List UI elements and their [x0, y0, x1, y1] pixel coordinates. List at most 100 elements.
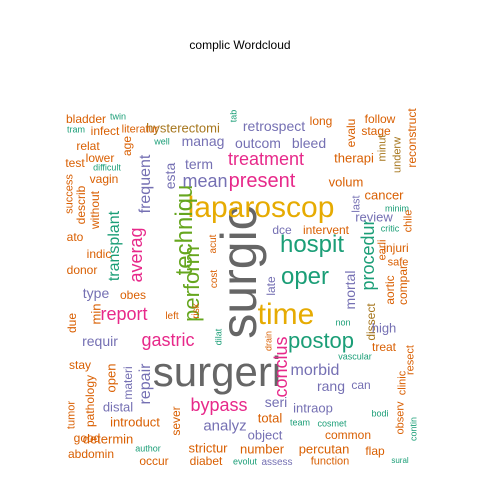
word-obes: obes: [119, 288, 147, 302]
word-follow: follow: [364, 112, 396, 126]
word-present: present: [228, 170, 296, 192]
word-outcom: outcom: [235, 135, 281, 151]
word-conclus: conclus: [271, 336, 291, 398]
word-cost: cost: [209, 269, 220, 289]
word-bleed: bleed: [291, 135, 327, 151]
word-tab: tab: [228, 109, 239, 123]
word-left: left: [165, 311, 179, 322]
word-number: number: [239, 441, 285, 457]
word-hospit: hospit: [279, 231, 345, 258]
word-aortic: aortic: [383, 275, 397, 305]
word-morbid: morbid: [290, 362, 340, 379]
word-treat: treat: [371, 340, 397, 354]
word-donor: donor: [66, 263, 98, 277]
word-high: high: [371, 320, 397, 336]
word-object: object: [247, 427, 283, 443]
word-can: can: [351, 378, 371, 392]
word-mean: mean: [182, 171, 228, 191]
word-term: term: [185, 156, 213, 172]
word-injuri: injuri: [383, 241, 409, 255]
word-stay: stay: [68, 358, 92, 372]
word-cosmet: cosmet: [317, 418, 347, 429]
word-percutan: percutan: [298, 441, 350, 457]
word-safe: safe: [387, 256, 409, 269]
word-rang: rang: [316, 378, 346, 394]
word-repair: repair: [137, 363, 154, 405]
chart-title: complic Wordcloud: [189, 38, 291, 52]
word-age: age: [120, 135, 134, 157]
word-surgeri: surgeri: [152, 348, 282, 395]
word-distal: distal: [102, 399, 134, 415]
word-type: type: [82, 285, 110, 301]
word-time: time: [257, 298, 315, 331]
word-seri: seri: [264, 394, 288, 410]
word-acut: acut: [208, 234, 219, 254]
word-well: well: [154, 136, 170, 147]
word-bodi: bodi: [371, 408, 389, 419]
word-sever: sever: [169, 406, 183, 436]
word-clinic: clinic: [396, 370, 409, 396]
word-literatur: literatur: [121, 123, 159, 136]
word-late: late: [264, 276, 278, 296]
word-manag: manag: [181, 133, 225, 149]
word-introduct: introduct: [110, 414, 160, 430]
word-esta: esta: [162, 162, 178, 190]
word-long: long: [309, 114, 333, 128]
word-minut: minut: [376, 134, 389, 162]
word-difficult: difficult: [93, 162, 121, 173]
word-test: test: [65, 156, 85, 170]
word-risk: risk: [191, 303, 202, 319]
word-transplant: transplant: [106, 210, 123, 282]
word-chile: chile: [402, 209, 415, 233]
word-intraop: intraop: [293, 400, 333, 416]
word-laparoscop: laparoscop: [187, 191, 335, 224]
word-hysterectomi: hysterectomi: [146, 120, 220, 136]
word-lower: lower: [85, 151, 115, 165]
word-volum: volum: [328, 174, 364, 190]
word-analyz: analyz: [203, 417, 247, 435]
word-sural: sural: [391, 456, 409, 465]
word-vagin: vagin: [89, 172, 119, 186]
word-total: total: [257, 410, 283, 426]
word-reconstruct: reconstruct: [405, 108, 419, 168]
word-without: without: [88, 190, 102, 230]
word-dce: dce: [272, 223, 292, 237]
word-evalu: evalu: [344, 118, 358, 148]
word-infect: infect: [90, 124, 120, 138]
word-relat: relat: [76, 139, 100, 153]
word-min: min: [88, 303, 104, 325]
word-mortal: mortal: [342, 270, 358, 310]
word-requir: requir: [82, 333, 118, 349]
word-strictur: strictur: [188, 440, 228, 456]
word-good: good: [73, 431, 101, 445]
word-common: common: [324, 428, 372, 442]
word-drain: drain: [263, 330, 274, 352]
word-stage: stage: [361, 124, 391, 138]
word-averag: averag: [126, 227, 146, 283]
word-pathology: pathology: [83, 374, 97, 428]
word-success: success: [63, 174, 76, 214]
word-postop: postop: [287, 328, 355, 353]
word-surgic: surgic: [211, 205, 267, 339]
word-gastric: gastric: [141, 330, 195, 350]
word-occur: occur: [139, 454, 169, 468]
word-function: function: [310, 455, 350, 468]
word-treatment: treatment: [227, 149, 305, 169]
word-observ: observ: [394, 401, 407, 435]
word-minim: minim: [385, 203, 409, 214]
word-twin: twin: [109, 111, 127, 122]
word-therapi: therapi: [334, 150, 374, 166]
word-contin: contin: [408, 416, 419, 442]
word-cancer: cancer: [364, 187, 404, 203]
word-ato: ato: [66, 230, 84, 244]
word-open: open: [103, 363, 119, 393]
word-abdomin: abdomin: [67, 447, 115, 461]
word-indic: indic: [86, 247, 112, 261]
word-assess: assess: [261, 457, 293, 468]
word-vascular: vascular: [338, 351, 372, 362]
word-materi: materi: [121, 366, 135, 400]
word-intervent: intervent: [302, 223, 350, 237]
word-evolut: evolut: [232, 456, 258, 467]
word-determin: determin: [82, 431, 134, 447]
